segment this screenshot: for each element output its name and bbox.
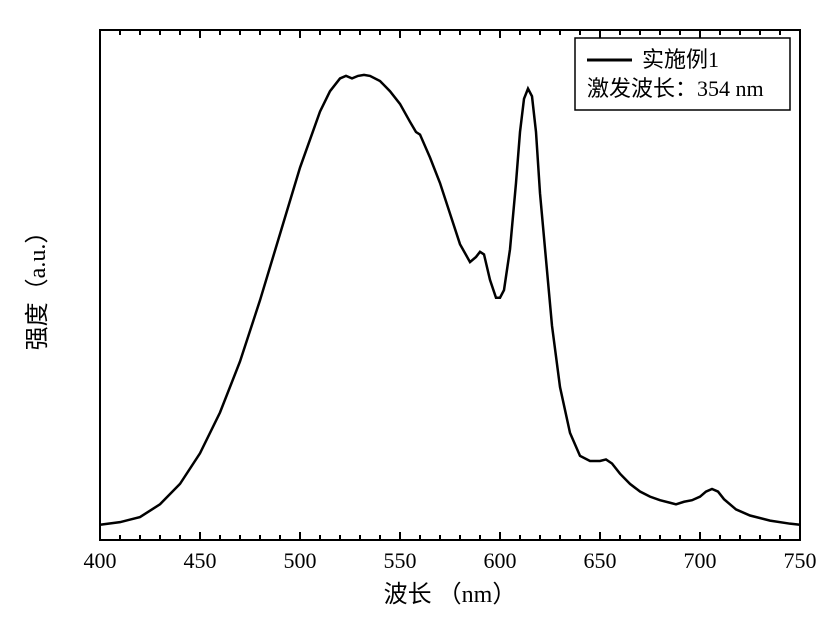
y-axis-label: 强度（a.u.） (24, 220, 51, 351)
x-tick-label: 500 (284, 548, 317, 573)
legend-series-label: 实施例1 (642, 47, 719, 72)
x-tick-label: 650 (584, 548, 617, 573)
chart-container: 400 450 500 550 600 650 700 750 波长 （nm） 强度（a.u.） 实… (0, 0, 838, 644)
x-axis-label: 波长 （nm） (384, 581, 517, 608)
spectrum-chart: 400 450 500 550 600 650 700 750 波长 （nm） 强度（a.u.） 实… (0, 0, 838, 644)
spectrum-series (100, 75, 800, 525)
x-tick-label: 550 (384, 548, 417, 573)
x-tick-label: 750 (784, 548, 817, 573)
legend-subtitle: 激发波长：354 nm (587, 76, 764, 101)
x-tick-label: 700 (684, 548, 717, 573)
x-tick-label: 400 (84, 548, 117, 573)
x-tick-label: 450 (184, 548, 217, 573)
x-tick-label: 600 (484, 548, 517, 573)
